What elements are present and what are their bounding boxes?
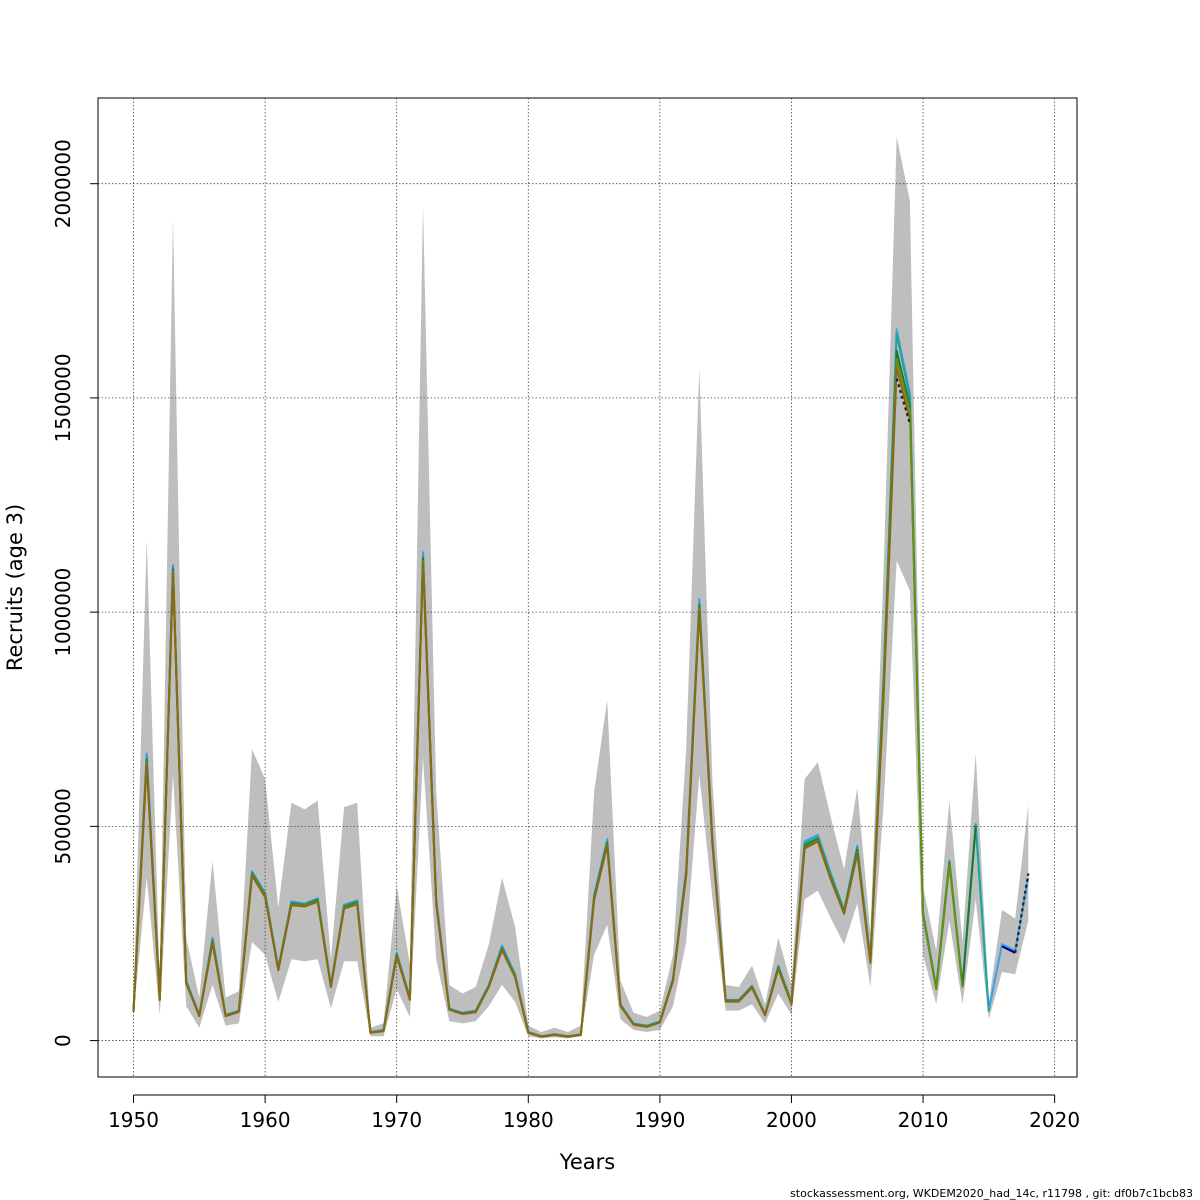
series-line-7	[895, 378, 1030, 953]
x-tick-label: 1980	[503, 1108, 554, 1132]
plot-frame	[97, 97, 1078, 1078]
series-line-5	[132, 366, 911, 1038]
confidence-band-layer	[133, 136, 1029, 1039]
x-tick-label: 2010	[898, 1108, 949, 1132]
x-tick-label: 2020	[1029, 1108, 1080, 1132]
y-tick-label: 1000000	[51, 568, 75, 657]
x-axis-title: Years	[559, 1150, 615, 1174]
footer-credit: stockassessment.org, WKDEM2020_had_14c, …	[790, 1187, 1193, 1200]
y-tick-label: 2000000	[51, 139, 75, 228]
series-line-6	[1001, 945, 1016, 954]
y-tick-label: 0	[51, 1034, 75, 1047]
series-layer	[132, 328, 1030, 1038]
x-tick-label: 1970	[371, 1108, 422, 1132]
x-tick-label: 1960	[240, 1108, 291, 1132]
y-tick-label: 1500000	[51, 353, 75, 442]
confidence-band	[133, 136, 1029, 1039]
y-tick-label: 500000	[51, 788, 75, 864]
x-tick-label: 1990	[634, 1108, 685, 1132]
y-axis-title: Recruits (age 3)	[3, 504, 27, 671]
x-tick-label: 1950	[108, 1108, 159, 1132]
grid-layer	[98, 98, 1077, 1077]
x-tick-label: 2000	[766, 1108, 817, 1132]
axis-layer: 1950 1960 1970 1980 1990 2000 2010 2020 0 500000 1…	[51, 139, 1080, 1132]
